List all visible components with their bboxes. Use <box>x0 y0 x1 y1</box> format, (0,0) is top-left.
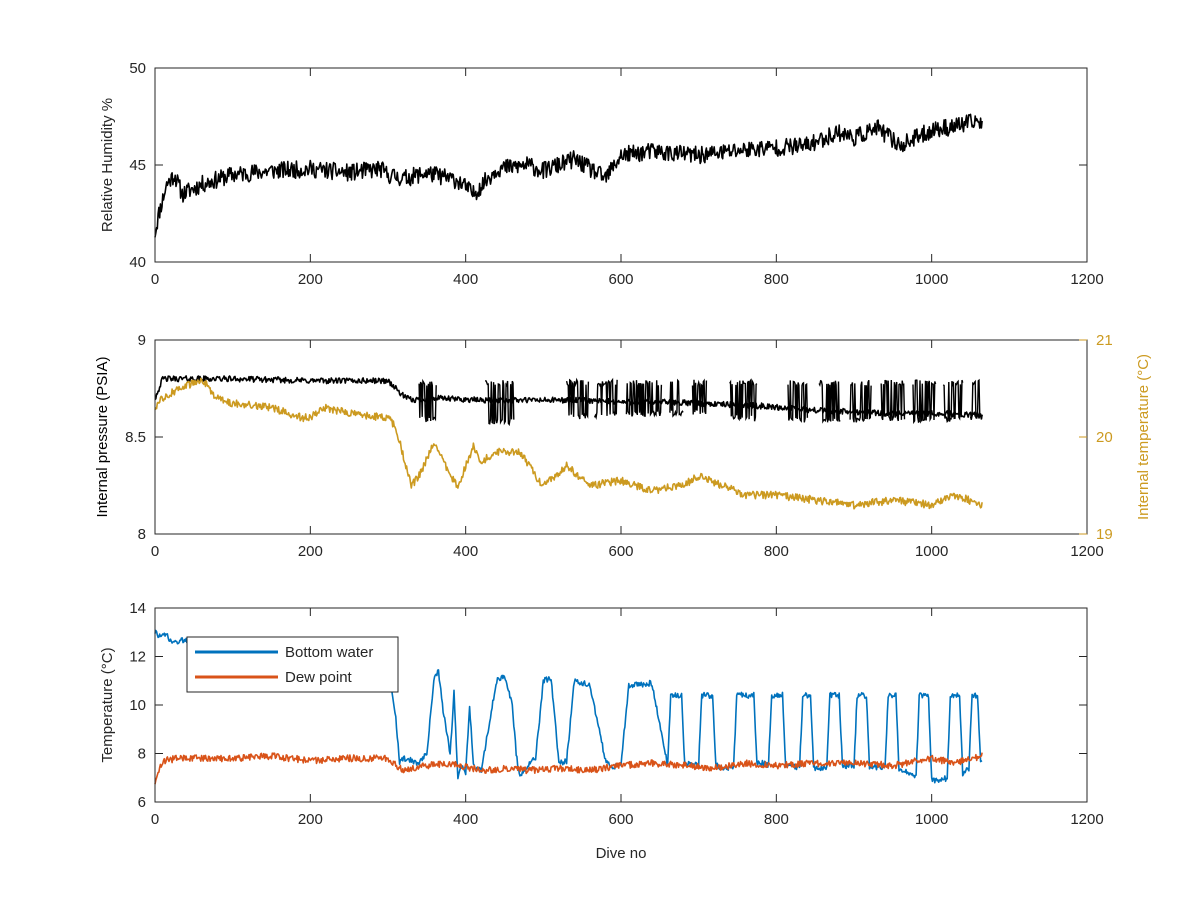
y-tick-label: 14 <box>129 600 146 617</box>
x-tick-label: 400 <box>453 271 478 288</box>
x-tick-label: 200 <box>298 811 323 828</box>
x-axis-label: Dive no <box>596 845 647 862</box>
temperature-panel: 0 200 400 600 800 1000 1200 6 8 10 12 14 Temperatur… <box>99 600 1104 862</box>
pressure-axes-box <box>154 339 1088 535</box>
x-tick-label: 400 <box>453 811 478 828</box>
pressure-series-layer <box>154 375 983 510</box>
pressure-cycle-line <box>942 379 964 424</box>
dew-point-line <box>154 752 983 785</box>
humidity-panel: 0 200 400 600 800 1000 1200 40 45 50 Relative Hum… <box>99 60 1104 288</box>
legend: Bottom water Dew point <box>186 636 399 693</box>
x-tick-label: 1000 <box>915 811 948 828</box>
legend-label-bottom-water: Bottom water <box>285 644 373 661</box>
y-tick-label: 8 <box>138 746 146 763</box>
pressure-cycle-line <box>787 380 809 423</box>
y-tick-label: 8.5 <box>125 429 146 446</box>
legend-label-dew-point: Dew point <box>285 669 353 686</box>
x-tick-label: 0 <box>151 271 159 288</box>
legend-box <box>186 636 399 693</box>
x-tick-label: 0 <box>151 543 159 560</box>
y-tick-label: 50 <box>129 60 146 77</box>
pressure-cycle-line <box>912 379 937 425</box>
pressure-cycle-line <box>625 380 663 418</box>
x-tick-label: 1200 <box>1070 811 1103 828</box>
pressure-cycle-line <box>565 377 590 420</box>
temperature-right-axis-label: Internal temperature (°C) <box>1135 354 1152 520</box>
temperature-y-axis-label: Temperature (°C) <box>99 647 116 762</box>
y-tick-label: 40 <box>129 254 146 271</box>
x-tick-label: 1000 <box>915 543 948 560</box>
x-tick-label: 200 <box>298 543 323 560</box>
humidity-series-layer <box>154 113 983 238</box>
x-tick-label: 400 <box>453 543 478 560</box>
y-tick-label: 8 <box>138 526 146 543</box>
humidity-tick-layer: 0 200 400 600 800 1000 1200 40 45 50 <box>129 60 1103 288</box>
y-tick-label: 10 <box>129 697 146 714</box>
pressure-cycle-line <box>969 378 983 420</box>
x-tick-label: 1200 <box>1070 543 1103 560</box>
pressure-tick-layer: 0 200 400 600 800 1000 1200 8 8.5 9 19 20 21 <box>125 332 1113 560</box>
series-2-line <box>154 377 983 510</box>
x-tick-label: 600 <box>608 271 633 288</box>
y-right-tick-label: 20 <box>1096 429 1113 446</box>
x-tick-label: 200 <box>298 271 323 288</box>
pressure-cycle-line <box>484 379 515 427</box>
pressure-panel: 0 200 400 600 800 1000 1200 8 8.5 9 19 20 21 Interna… <box>94 332 1152 560</box>
x-tick-label: 800 <box>764 271 789 288</box>
pressure-cycle-line <box>729 378 758 422</box>
pressure-cycle-line <box>818 379 841 424</box>
x-tick-label: 800 <box>764 543 789 560</box>
x-tick-label: 600 <box>608 543 633 560</box>
x-tick-label: 1200 <box>1070 271 1103 288</box>
humidity-y-axis-label: Relative Humidity % <box>99 98 116 232</box>
x-tick-label: 0 <box>151 811 159 828</box>
y-right-tick-label: 19 <box>1096 526 1113 543</box>
x-tick-label: 800 <box>764 811 789 828</box>
pressure-y-axis-label: Internal pressure (PSIA) <box>94 357 111 518</box>
y-tick-label: 6 <box>138 794 146 811</box>
series-0-line <box>154 113 983 238</box>
pressure-cycle-line <box>668 378 684 418</box>
pressure-cycle-line <box>593 377 618 421</box>
x-tick-label: 1000 <box>915 271 948 288</box>
y-tick-label: 12 <box>129 649 146 666</box>
y-right-tick-label: 21 <box>1096 332 1113 349</box>
pressure-cycle-line <box>418 378 437 423</box>
pressure-cycle-line <box>849 379 872 423</box>
y-tick-label: 45 <box>129 157 146 174</box>
temperature-tick-layer: 0 200 400 600 800 1000 1200 6 8 10 12 14 <box>129 600 1103 828</box>
pressure-cycle-line <box>691 378 708 415</box>
y-tick-label: 9 <box>138 332 146 349</box>
pressure-cycle-line <box>880 379 906 422</box>
x-tick-label: 600 <box>608 811 633 828</box>
